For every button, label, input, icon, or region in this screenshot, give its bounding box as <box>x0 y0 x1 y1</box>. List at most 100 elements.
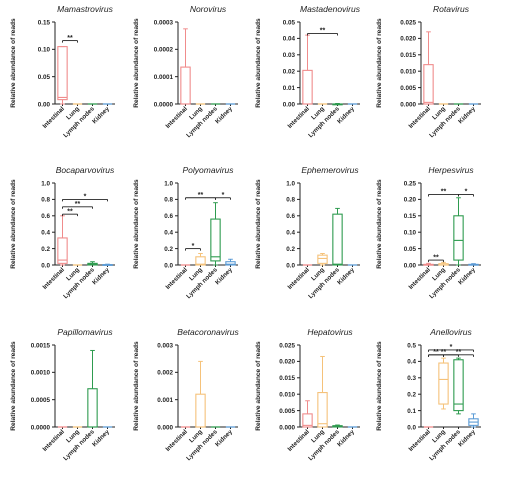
x-tick-label: Kidney <box>91 428 111 448</box>
chart-panel-mastadenovirus: Mastadenovirus Relative abundance of read… <box>255 4 361 139</box>
box-intestinal <box>57 46 68 101</box>
x-tick-label: Intestinal <box>41 428 66 453</box>
x-tick-label: Kidney <box>91 105 111 125</box>
y-axis-label: Relative abundance of reads <box>10 18 17 108</box>
y-tick-label: 0.0005 <box>31 397 51 404</box>
significance-label: ** <box>441 349 447 356</box>
chart-panel-anellovirus: Anellovirus Relative abundance of reads 0.… <box>376 327 481 462</box>
significance-label: ** <box>67 208 73 215</box>
x-tick-label: Intestinal <box>286 105 311 130</box>
y-tick-label: 0.2 <box>407 392 416 399</box>
y-tick-label: 0.000 <box>400 101 416 108</box>
y-tick-label: 0.0002 <box>154 47 174 54</box>
chart-panel-herpesvirus: Herpesvirus Relative abundance of reads 0.… <box>376 165 481 300</box>
y-tick-label: 0.0001 <box>154 74 174 81</box>
x-tick-label: Kidney <box>336 266 356 286</box>
y-tick-label: 0.025 <box>400 19 416 26</box>
chart-panel-hepatovirus: Hepatovirus Relative abundance of reads 0.… <box>255 327 360 462</box>
significance-label: ** <box>320 28 326 35</box>
significance-label: ** <box>441 189 447 196</box>
y-tick-label: 0.3 <box>407 375 416 382</box>
y-tick-label: 0.010 <box>279 392 295 399</box>
chart-panel-norovirus: Norovirus Relative abundance of reads 0.00… <box>133 4 238 139</box>
y-tick-label: 0.6 <box>286 213 295 220</box>
chart-panel-betacoronavirus: Betacoronavirus Relative abundance of rea… <box>133 327 239 462</box>
y-tick-label: 0.02 <box>283 69 296 76</box>
chart-title: Hepatovirus <box>307 327 353 337</box>
chart-title: Papillomavirus <box>57 327 113 337</box>
x-tick-label: Kidney <box>214 266 234 286</box>
box-intestinal <box>180 66 191 105</box>
y-tick-label: 0.0003 <box>154 19 174 26</box>
y-tick-label: 0.4 <box>164 230 173 237</box>
significance-label: ** <box>198 192 204 199</box>
y-tick-label: 0.00 <box>404 262 417 269</box>
y-axis-label: Relative abundance of reads <box>376 341 383 431</box>
x-tick-label: Kidney <box>336 428 356 448</box>
significance-label: ** <box>433 254 439 261</box>
y-tick-label: 0.0000 <box>31 424 51 431</box>
y-tick-label: 0.4 <box>286 230 295 237</box>
y-tick-label: 1.0 <box>41 180 50 187</box>
x-tick-label: Intestinal <box>407 428 432 453</box>
y-axis-label: Relative abundance of reads <box>376 18 383 108</box>
significance-label: ** <box>433 349 439 356</box>
significance-label: ** <box>75 201 81 208</box>
chart-title: Anellovirus <box>429 327 472 337</box>
y-tick-label: 0.0010 <box>31 370 51 377</box>
x-tick-label: Intestinal <box>164 105 189 130</box>
y-tick-label: 0.000 <box>279 424 295 431</box>
y-tick-label: 0.00 <box>38 101 51 108</box>
y-tick-label: 0.6 <box>164 213 173 220</box>
box-lung <box>317 392 328 428</box>
y-tick-label: 0.002 <box>157 370 173 377</box>
y-tick-label: 0.001 <box>157 397 173 404</box>
y-tick-label: 0.25 <box>404 180 417 187</box>
significance-label: ** <box>67 35 73 42</box>
y-tick-label: 0.005 <box>400 85 416 92</box>
y-tick-label: 0.0 <box>164 262 173 269</box>
box-lymph-nodes <box>453 359 464 412</box>
y-axis-label: Relative abundance of reads <box>133 341 140 431</box>
x-tick-label: Kidney <box>214 105 234 125</box>
chart-title: Mastadenovirus <box>300 4 361 14</box>
y-axis-label: Relative abundance of reads <box>376 179 383 269</box>
x-tick-label: Kidney <box>336 105 356 125</box>
y-tick-label: 0.025 <box>279 342 295 349</box>
box-lung <box>438 362 449 405</box>
y-tick-label: 0.01 <box>283 85 296 92</box>
significance-label: * <box>192 243 195 250</box>
x-tick-label: Intestinal <box>286 428 311 453</box>
y-tick-label: 0.020 <box>279 359 295 366</box>
y-axis-label: Relative abundance of reads <box>10 179 17 269</box>
y-tick-label: 0.0015 <box>31 342 51 349</box>
y-tick-label: 0.0 <box>407 424 416 431</box>
y-tick-label: 1.0 <box>286 180 295 187</box>
box-intestinal <box>423 64 434 105</box>
box-lymph-nodes <box>453 215 464 261</box>
y-tick-label: 0.15 <box>404 213 417 220</box>
chart-title: Polyomavirus <box>182 165 234 175</box>
y-tick-label: 0.005 <box>279 408 295 415</box>
y-tick-label: 0.2 <box>286 246 295 253</box>
box-lymph-nodes <box>332 213 343 266</box>
chart-panel-papillomavirus: Papillomavirus Relative abundance of read… <box>10 327 115 462</box>
y-axis-label: Relative abundance of reads <box>133 179 140 269</box>
x-tick-label: Intestinal <box>407 105 432 130</box>
y-tick-label: 0.04 <box>283 36 296 43</box>
chart-title: Norovirus <box>190 4 227 14</box>
x-tick-label: Intestinal <box>407 266 432 291</box>
chart-title: Herpesvirus <box>428 165 474 175</box>
y-tick-label: 0.010 <box>400 69 416 76</box>
x-tick-label: Kidney <box>214 428 234 448</box>
chart-title: Ephemerovirus <box>301 165 359 175</box>
y-tick-label: 0.1 <box>407 408 416 415</box>
significance-label: * <box>450 344 453 351</box>
y-tick-label: 0.2 <box>41 246 50 253</box>
chart-panel-rotavirus: Rotavirus Relative abundance of reads 0.00… <box>376 4 481 139</box>
x-tick-label: Kidney <box>91 266 111 286</box>
y-axis-label: Relative abundance of reads <box>255 341 262 431</box>
y-tick-label: 0.03 <box>283 52 296 59</box>
